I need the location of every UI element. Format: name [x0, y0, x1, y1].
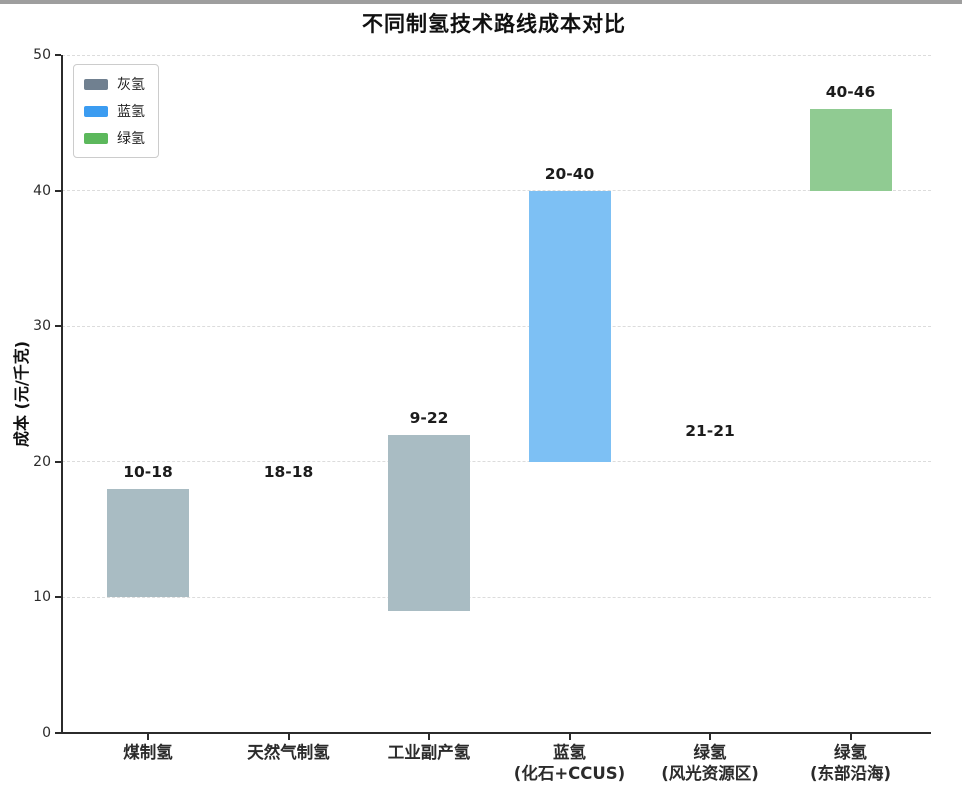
value-label-2: 18-18	[263, 462, 314, 481]
y-tick-30	[55, 325, 61, 328]
bar-3	[388, 434, 470, 611]
value-label-3: 9-22	[409, 408, 449, 427]
y-tick-50	[55, 54, 61, 56]
y-axis-label: 成本 (元/千克)	[12, 340, 31, 448]
gridline-y40	[62, 190, 931, 192]
bar-6	[809, 109, 892, 191]
chart-title: 不同制氢技术路线成本对比	[362, 12, 626, 36]
y-tick-label-10: 10	[33, 589, 51, 606]
window-top-edge	[0, 0, 962, 4]
x-category-label-4: 蓝氢 (化石+CCUS)	[514, 742, 625, 785]
x-category-label-6: 绿氢 (东部沿海)	[810, 742, 891, 785]
legend-swatch-icon	[84, 132, 108, 144]
legend-row-3: 绿氢	[84, 128, 145, 148]
x-category-label-main: 绿氢	[834, 743, 867, 762]
gridline-y30	[62, 325, 931, 327]
x-category-label-sub: (东部沿海)	[809, 764, 892, 784]
x-category-label-main: 蓝氢	[552, 743, 586, 762]
legend: 灰氢 蓝氢 绿氢	[73, 64, 159, 158]
x-tick-1	[147, 734, 149, 740]
y-tick-label-0: 0	[42, 725, 51, 741]
x-category-label-2: 天然气制氢	[247, 742, 330, 763]
legend-row-1: 灰氢	[84, 74, 145, 94]
x-tick-2	[287, 734, 290, 740]
value-label-4: 20-40	[544, 164, 595, 183]
y-tick-label-20: 20	[33, 453, 51, 470]
legend-label: 灰氢	[117, 77, 145, 93]
value-label-6: 40-46	[825, 83, 876, 102]
x-tick-3	[428, 734, 430, 740]
y-tick-40	[55, 189, 61, 192]
value-label-5: 21-21	[685, 422, 735, 441]
x-category-label-3: 工业副产氢	[388, 742, 471, 763]
y-axis-line	[61, 55, 63, 734]
x-tick-6	[849, 734, 852, 740]
legend-swatch-icon	[84, 78, 108, 90]
y-tick-10	[55, 596, 61, 599]
y-tick-label-30: 30	[33, 318, 51, 335]
gridline-y10	[62, 596, 931, 598]
x-tick-5	[709, 734, 711, 740]
gridline-y50	[62, 54, 931, 56]
x-category-label-1: 煤制氢	[123, 742, 173, 763]
y-tick-label-50: 50	[33, 47, 51, 63]
x-category-label-main: 天然气制氢	[247, 743, 330, 762]
legend-label: 绿氢	[117, 131, 145, 147]
bar-1	[107, 488, 189, 598]
x-category-label-sub: (化石+CCUS)	[513, 764, 626, 784]
y-tick-0	[55, 732, 61, 734]
legend-label: 蓝氢	[117, 104, 145, 120]
x-category-label-5: 绿氢 (风光资源区)	[661, 742, 759, 785]
value-label-1: 10-18	[123, 462, 173, 481]
bar-4	[528, 190, 611, 462]
x-category-label-main: 工业副产氢	[387, 743, 471, 762]
gridline-y20	[62, 461, 931, 463]
x-category-label-sub: (风光资源区)	[661, 764, 759, 784]
legend-row-2: 蓝氢	[84, 101, 145, 121]
x-axis-line	[61, 732, 931, 734]
x-tick-4	[568, 734, 571, 740]
y-tick-20	[55, 460, 61, 463]
y-tick-label-40: 40	[33, 182, 51, 199]
legend-swatch-icon	[84, 105, 108, 117]
x-category-label-main: 煤制氢	[123, 743, 173, 762]
x-category-label-main: 绿氢	[693, 743, 727, 762]
